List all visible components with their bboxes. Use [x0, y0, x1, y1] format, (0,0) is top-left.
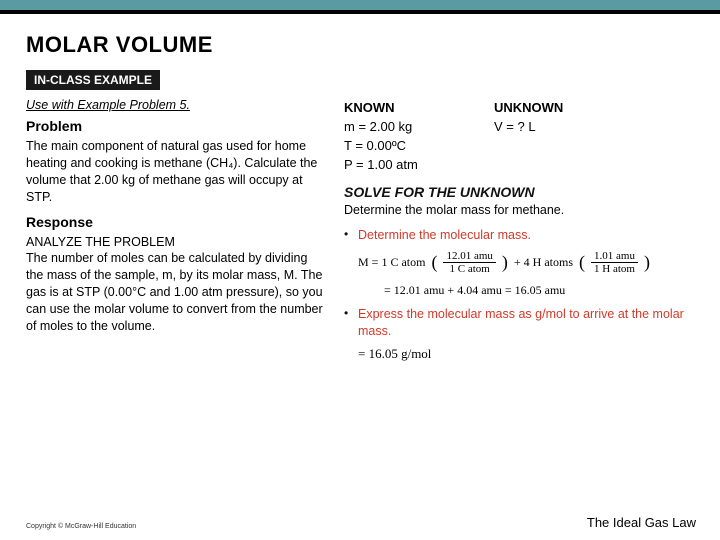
known-t: T = 0.00ºC	[344, 138, 494, 153]
kv-header-row: KNOWN UNKNOWN	[344, 100, 694, 115]
bullet-item: • Express the molecular mass as g/mol to…	[344, 306, 694, 340]
two-column: Use with Example Problem 5. Problem The …	[26, 98, 694, 362]
eq-plus: + 4 H atoms	[514, 255, 573, 270]
bullet-text: Express the molecular mass as g/mol to a…	[358, 306, 694, 340]
bullet-item: • Determine the molecular mass.	[344, 227, 694, 244]
eq-lhs: M = 1 C atom	[358, 255, 425, 270]
kv-row: T = 0.00ºC	[344, 138, 694, 153]
analyze-text: The number of moles can be calculated by…	[26, 251, 323, 333]
fraction: 12.01 amu 1 C atom	[443, 250, 495, 275]
solve-heading: SOLVE FOR THE UNKNOWN	[344, 184, 694, 200]
footer-topic: The Ideal Gas Law	[587, 515, 696, 530]
problem-heading: Problem	[26, 118, 324, 134]
right-column: KNOWN UNKNOWN m = 2.00 kg V = ? L T = 0.…	[344, 98, 694, 362]
analyze-heading: ANALYZE THE PROBLEM	[26, 235, 175, 249]
known-heading: KNOWN	[344, 100, 494, 115]
unknown-v: V = ? L	[494, 119, 644, 134]
bullet-dot-icon: •	[344, 306, 358, 340]
response-heading: Response	[26, 214, 324, 230]
fraction: 1.01 amu 1 H atom	[591, 250, 638, 275]
analyze-block: ANALYZE THE PROBLEM The number of moles …	[26, 234, 324, 335]
known-p: P = 1.00 atm	[344, 157, 494, 172]
known-m: m = 2.00 kg	[344, 119, 494, 134]
left-column: Use with Example Problem 5. Problem The …	[26, 98, 324, 362]
unknown-heading: UNKNOWN	[494, 100, 644, 115]
problem-text: The main component of natural gas used f…	[26, 138, 324, 206]
solve-subtext: Determine the molar mass for methane.	[344, 202, 694, 219]
use-with-line: Use with Example Problem 5.	[26, 98, 324, 112]
kv-row: P = 1.00 atm	[344, 157, 694, 172]
bullet-text: Determine the molecular mass.	[358, 227, 694, 244]
equation-line2: = 12.01 amu + 4.04 amu = 16.05 amu	[384, 283, 694, 298]
kv-row: m = 2.00 kg V = ? L	[344, 119, 694, 134]
page-title: MOLAR VOLUME	[26, 32, 694, 58]
bullet-dot-icon: •	[344, 227, 358, 244]
top-bar	[0, 0, 720, 14]
example-badge: IN-CLASS EXAMPLE	[26, 70, 160, 90]
equation-result: = 16.05 g/mol	[358, 346, 694, 362]
equation-line1: M = 1 C atom ( 12.01 amu 1 C atom ) + 4 …	[358, 250, 694, 275]
slide-content: MOLAR VOLUME IN-CLASS EXAMPLE Use with E…	[0, 14, 720, 362]
copyright-text: Copyright © McGraw-Hill Education	[26, 523, 136, 530]
